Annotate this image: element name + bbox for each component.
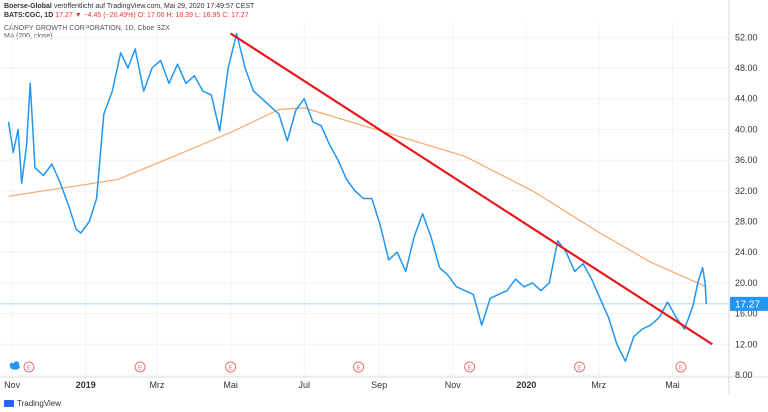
price-layer — [7, 32, 708, 362]
event-marker-letter: E — [577, 365, 582, 372]
x-tick-label: Mrz — [149, 380, 164, 390]
price-change: −4.45 (−20.49%) — [83, 12, 136, 19]
event-marker-circle — [574, 361, 586, 373]
y-tick-label: 36.00 — [735, 155, 758, 165]
x-tick-label: Nov — [445, 380, 462, 390]
trendline[interactable] — [230, 32, 713, 346]
last-price-badge — [730, 296, 768, 311]
event-marker-circle — [225, 361, 237, 373]
y-tick-label: 20.00 — [735, 278, 758, 288]
y-axis: 52.00 48.00 44.00 40.00 36.00 32.00 28.00 24.00… — [735, 32, 758, 380]
event-marker-letter: E — [467, 365, 472, 372]
event-marker-circle — [23, 361, 35, 373]
x-axis: Nov 2019 Mrz Mai Jul Sep Nov 2020 Mrz Mai — [4, 380, 680, 390]
chart-title: CANOPY GROWTH CORPORATION, 1D, Cboe BZX — [4, 25, 170, 32]
y-tick-label: 16.00 — [735, 309, 758, 319]
ohlc-line: BATS:CGC, 1D 17.27 ▼ −4.45 (−20.49%) O: … — [4, 12, 249, 19]
earnings-event-marker[interactable]: E — [353, 361, 365, 373]
x-tick-label: Sep — [371, 380, 387, 390]
event-marker-circle — [464, 361, 476, 373]
earnings-event-marker[interactable]: E — [464, 361, 476, 373]
x-tick-label: Mai — [665, 380, 680, 390]
event-marker-letter: E — [679, 365, 684, 372]
y-tick-label: 48.00 — [735, 63, 758, 73]
event-marker-circle — [134, 361, 146, 373]
x-tick-label: 2019 — [76, 380, 96, 390]
x-tick-label: Jul — [298, 380, 310, 390]
high-value: H: 18.39 — [166, 12, 193, 19]
down-arrow-icon: ▼ — [74, 12, 82, 19]
footer-brand: TradingView — [17, 399, 62, 408]
y-tick-label: 8.00 — [735, 370, 753, 380]
x-tick-label: Mrz — [591, 380, 606, 390]
y-tick-label: 40.00 — [735, 124, 758, 134]
cloud-icon[interactable] — [9, 361, 20, 370]
last-price-label-group: 17.27 — [730, 296, 768, 311]
event-marker-circle — [353, 361, 365, 373]
earnings-event-marker[interactable]: E — [134, 361, 146, 373]
tradingview-logo-icon — [4, 400, 14, 407]
y-tick-label: 32.00 — [735, 186, 758, 196]
price-line — [7, 32, 708, 362]
chart-grid — [0, 0, 768, 395]
y-tick-label: 44.00 — [735, 94, 758, 104]
event-marker-letter: E — [228, 365, 233, 372]
y-tick-label: 12.00 — [735, 339, 758, 349]
indicator-label: MA (200, close) — [4, 33, 53, 40]
y-tick-label: 52.00 — [735, 32, 758, 42]
x-tick-label: 2020 — [516, 380, 536, 390]
publisher-line: Boerse-Global veröffentlicht auf Trading… — [4, 3, 254, 10]
earnings-event-marker[interactable]: E — [225, 361, 237, 373]
open-value: O: 17.00 — [137, 12, 165, 19]
earnings-event-marker[interactable]: E — [574, 361, 586, 373]
x-tick-label: Mai — [223, 380, 238, 390]
publish-info: veröffentlicht auf TradingView.com, Mai … — [53, 3, 255, 10]
event-marker-letter: E — [356, 365, 361, 372]
y-tick-label: 24.00 — [735, 247, 758, 257]
current-price: 17.27 — [55, 12, 73, 19]
earnings-event-marker[interactable]: E — [675, 361, 687, 373]
x-tick-label: Nov — [4, 380, 21, 390]
event-marker-circle — [675, 361, 687, 373]
ticker-label: BATS:CGC, 1D — [4, 12, 54, 19]
low-value: L: 16.95 — [194, 12, 221, 19]
y-tick-label: 28.00 — [735, 217, 758, 227]
footer: TradingView — [4, 399, 61, 408]
close-value: C: 17.27 — [222, 12, 249, 19]
last-price-label: 17.27 — [735, 299, 760, 310]
ma-layer — [8, 107, 707, 288]
trendline-layer — [230, 32, 713, 346]
event-marker-letter: E — [138, 365, 143, 372]
ma-line — [8, 107, 707, 288]
publisher-name: Boerse-Global — [4, 3, 52, 10]
event-marker-letter: E — [27, 365, 32, 372]
earnings-event-marker[interactable]: E — [23, 361, 35, 373]
